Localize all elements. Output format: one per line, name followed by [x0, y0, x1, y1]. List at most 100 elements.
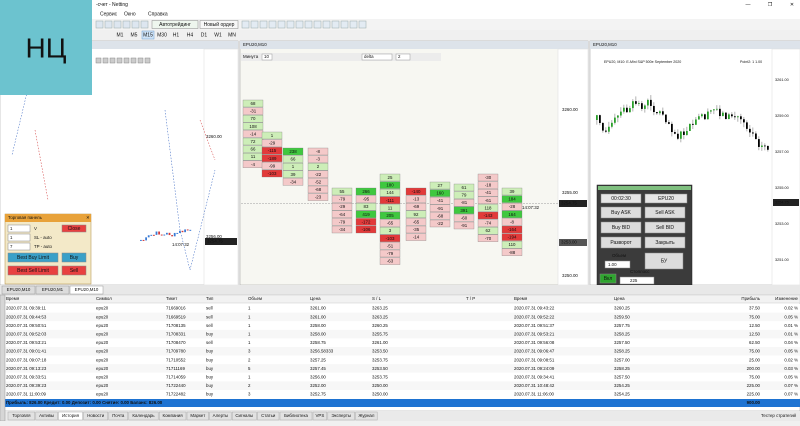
column-header[interactable]: Символ [96, 296, 112, 301]
be-button[interactable] [644, 252, 684, 270]
order-button-label[interactable]: Sell ASK [655, 210, 675, 216]
tab[interactable] [128, 411, 159, 421]
tab-label[interactable]: Активы [39, 413, 54, 418]
column-header[interactable]: Цена [310, 296, 321, 301]
chart-tab[interactable] [35, 285, 70, 295]
order-button[interactable] [600, 221, 642, 234]
menu-item[interactable]: Справка [148, 11, 168, 17]
timeframe-active[interactable] [141, 30, 155, 40]
history-row[interactable] [0, 355, 800, 365]
buy-button[interactable] [61, 252, 87, 263]
order-button[interactable] [644, 206, 686, 219]
history-row[interactable] [0, 347, 800, 356]
history-row[interactable] [0, 304, 800, 313]
tab[interactable] [327, 411, 355, 421]
autotrading-button-label[interactable]: Автотрейдинг [159, 21, 191, 28]
column-header[interactable]: Прибыль [741, 296, 760, 301]
on-button[interactable] [599, 273, 617, 284]
tab[interactable] [209, 411, 232, 421]
new-order-button-label[interactable]: Новый ордер [204, 21, 235, 28]
timeframe[interactable]: W1 [214, 32, 222, 38]
tab[interactable] [158, 411, 187, 421]
timeframe[interactable]: M1 [117, 32, 124, 38]
mode-field[interactable] [361, 53, 393, 61]
spin-value[interactable]: 7 [10, 244, 13, 249]
menu-item[interactable]: Окно [124, 11, 136, 17]
menu-item[interactable]: Сервис [100, 11, 118, 17]
tab[interactable] [7, 411, 36, 421]
tab[interactable] [186, 411, 209, 421]
order-button-label[interactable]: Buy ASK [611, 210, 631, 216]
chart-tab-label[interactable]: EPU20,M1 [42, 287, 64, 292]
timeframe[interactable]: MN [228, 32, 236, 38]
order-button-label[interactable]: Закрыть [655, 240, 675, 246]
mode-value[interactable]: delta [364, 54, 374, 59]
column-header[interactable]: Цена [614, 296, 625, 301]
stop-value[interactable]: 225 [630, 278, 638, 283]
tab[interactable] [83, 411, 109, 421]
tab[interactable] [312, 411, 328, 421]
history-row[interactable] [0, 321, 800, 330]
best-sell-limit-button-label[interactable]: Best Sell Limit [17, 268, 49, 274]
mode-count[interactable]: 2 [398, 54, 401, 59]
tab-label[interactable]: Торговля [12, 413, 31, 418]
order-button[interactable] [600, 236, 642, 249]
period-field[interactable] [261, 53, 273, 61]
order-button[interactable] [644, 236, 686, 249]
tab-label[interactable]: Журнал [358, 413, 374, 418]
spin-value[interactable]: 1 [10, 226, 13, 231]
close-button-label[interactable]: Close [68, 226, 81, 232]
mode-count-field[interactable] [395, 53, 411, 61]
tab-label[interactable]: Библиотека [284, 413, 308, 418]
tab-label[interactable]: VPS [316, 413, 325, 418]
tab-label[interactable]: Новости [87, 413, 105, 418]
spin-field[interactable] [7, 224, 31, 233]
tab-label[interactable]: Статьи [261, 413, 276, 418]
order-button-label[interactable]: Sell BID [656, 225, 674, 231]
best-sell-limit-button[interactable] [7, 265, 59, 276]
sell-button-label[interactable]: Sell [70, 268, 78, 274]
chart-tab-label[interactable]: EPU20,M10 [7, 287, 31, 292]
column-header[interactable]: Время [6, 296, 20, 301]
stop-field[interactable] [619, 276, 655, 285]
window-control[interactable]: ✕ [790, 2, 794, 8]
spin-value[interactable]: 1 [10, 235, 13, 240]
window-control[interactable]: ❐ [768, 2, 773, 8]
history-row[interactable] [0, 329, 800, 339]
status-label[interactable]: Тестер стратегий [761, 413, 797, 418]
chart-tab[interactable] [1, 285, 36, 295]
tab-label[interactable]: Сигналы [235, 413, 253, 418]
tab-label[interactable]: Эксперты [331, 413, 351, 418]
tab[interactable] [108, 411, 129, 421]
chart-tab[interactable] [69, 285, 104, 295]
tab[interactable] [35, 411, 58, 421]
close-button[interactable] [61, 224, 87, 233]
order-button[interactable] [600, 206, 642, 219]
tab-label[interactable]: Почта [112, 413, 125, 418]
history-row[interactable] [0, 390, 800, 399]
column-header[interactable]: Изменение [775, 296, 798, 301]
tab[interactable] [355, 411, 378, 421]
tab-label[interactable]: Календарь [132, 413, 155, 418]
volume-value[interactable]: 1.00 [608, 262, 617, 267]
new-order-button[interactable] [199, 20, 239, 29]
tab[interactable] [231, 411, 257, 421]
on-button-label[interactable]: Вкл [604, 276, 613, 282]
history-row[interactable] [0, 364, 800, 373]
timeframe[interactable]: M30 [157, 32, 167, 38]
period-value[interactable]: 10 [264, 54, 269, 59]
tab-label[interactable]: Маркет [190, 413, 205, 418]
buy-button-label[interactable]: Buy [70, 255, 79, 261]
chart-tab-label[interactable]: EPU20,M10 [75, 287, 99, 292]
history-row[interactable] [0, 312, 800, 322]
be-button-label[interactable]: БУ [661, 259, 668, 265]
window-control[interactable]: — [746, 2, 751, 8]
history-row[interactable] [0, 372, 800, 382]
column-header[interactable]: Тикет [166, 296, 177, 301]
tab[interactable] [257, 411, 280, 421]
volume-field[interactable] [604, 260, 631, 269]
autotrading-button[interactable] [151, 20, 199, 29]
history-row[interactable] [0, 338, 800, 347]
spin-field[interactable] [7, 233, 31, 242]
history-row[interactable] [0, 381, 800, 390]
